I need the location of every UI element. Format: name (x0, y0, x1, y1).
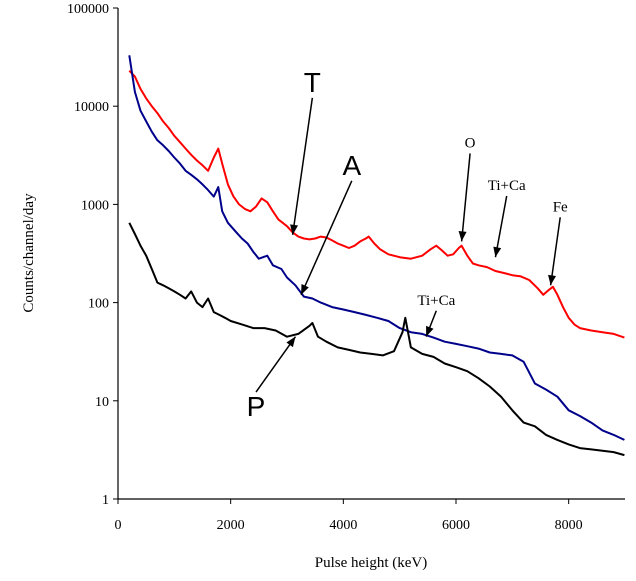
plot-background (118, 8, 625, 498)
annotation-arrowhead (426, 325, 434, 337)
x-ticks: 0 2000 4000 6000 8000 (115, 499, 583, 533)
annotation-label: P (247, 391, 266, 422)
annotation-label: T (304, 67, 321, 98)
y-ticks: 1 10 100 1000 10000 100000 (67, 2, 118, 508)
plot-area (117, 8, 625, 500)
annotation-arrowhead (548, 274, 556, 286)
y-tick-label: 10000 (74, 100, 109, 115)
annotation-arrowhead (286, 336, 296, 348)
series-line-1 (128, 70, 625, 339)
x-tick-label: 2000 (217, 518, 245, 533)
series-layer (128, 55, 625, 457)
annotation-arrowhead (290, 224, 299, 235)
annotation-arrow-line (460, 153, 471, 242)
series-line-2 (128, 55, 625, 441)
x-tick-label: 6000 (442, 518, 470, 533)
y-tick-label: 1 (102, 493, 109, 508)
annotation-arrowhead (301, 284, 309, 295)
y-tick-label: 100000 (67, 2, 109, 17)
annotation-label: Ti+Ca (488, 178, 526, 194)
y-tick-label: 100 (88, 297, 109, 312)
y-axis-title: Counts/channel/day (21, 193, 37, 313)
annotation-label: Fe (553, 199, 568, 215)
series-line-3 (128, 222, 625, 457)
annotation-arrow-line (549, 217, 561, 286)
y-tick-label: 1000 (81, 198, 109, 213)
annotation-arrowhead (458, 231, 467, 242)
annotation-arrow-line (255, 336, 297, 393)
annotation-arrow-line (300, 180, 353, 296)
annotation-arrowhead (493, 246, 502, 258)
annotation-label: A (342, 150, 361, 181)
x-axis-title: Pulse height (keV) (315, 555, 427, 571)
annotation-arrow-line (291, 97, 314, 235)
annotation-label: Ti+Ca (417, 293, 455, 309)
x-tick-label: 4000 (329, 518, 357, 533)
x-tick-label: 0 (115, 518, 122, 533)
y-tick-label: 10 (95, 395, 109, 410)
x-tick-label: 8000 (555, 518, 583, 533)
annotations: T A P O Ti+Ca Fe Ti+Ca (247, 67, 568, 422)
annotation-label: O (465, 135, 476, 151)
annotation-arrow-line (494, 195, 508, 258)
